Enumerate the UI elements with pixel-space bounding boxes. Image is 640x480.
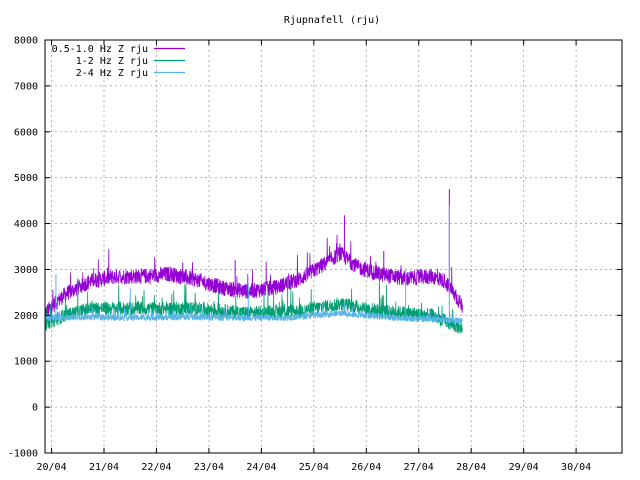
x-tick-label: 22/04	[141, 462, 171, 473]
y-tick-label: 4000	[14, 219, 38, 230]
plot-frame	[44, 39, 623, 454]
y-tick-label: 0	[32, 403, 38, 414]
x-tick-label: 27/04	[404, 462, 434, 473]
y-tick-label: 3000	[14, 265, 38, 276]
x-tick-label: 29/04	[509, 462, 539, 473]
chart-title: Rjupnafell (rju)	[284, 15, 380, 26]
x-tick-label: 25/04	[299, 462, 329, 473]
y-tick-label: 5000	[14, 173, 38, 184]
x-tick-label: 28/04	[456, 462, 486, 473]
y-tick-label: 6000	[14, 127, 38, 138]
y-tick-label: 7000	[14, 81, 38, 92]
series-layer	[44, 189, 463, 334]
grid-lines	[45, 39, 622, 454]
legend-label: 0.5-1.0 Hz Z rju	[52, 44, 148, 55]
x-tick-label: 20/04	[37, 462, 67, 473]
y-tick-label: 2000	[14, 311, 38, 322]
y-tick-label: 1000	[14, 357, 38, 368]
y-tick-label: -1000	[8, 449, 38, 460]
x-tick-label: 26/04	[351, 462, 381, 473]
y-axis: -1000 0 1000 2000 3000 4000 5000 6000 7000 8000	[8, 36, 622, 460]
legend-label: 2-4 Hz Z rju	[76, 68, 148, 79]
y-tick-label: 8000	[14, 36, 38, 47]
x-tick-label: 30/04	[561, 462, 591, 473]
x-tick-label: 21/04	[89, 462, 119, 473]
x-axis: 20/04 21/04 22/04 23/04 24/04 25/04 26/04 27/04…	[37, 40, 591, 473]
x-tick-label: 24/04	[246, 462, 276, 473]
series-line-0-5-1-0-hz-z-rju	[44, 234, 463, 318]
legend-label: 1-2 Hz Z rju	[76, 56, 148, 67]
series-line-2-4-hz-z-rju	[44, 303, 463, 324]
x-tick-label: 23/04	[194, 462, 224, 473]
series-line-1-2-hz-z-rju	[44, 283, 463, 334]
